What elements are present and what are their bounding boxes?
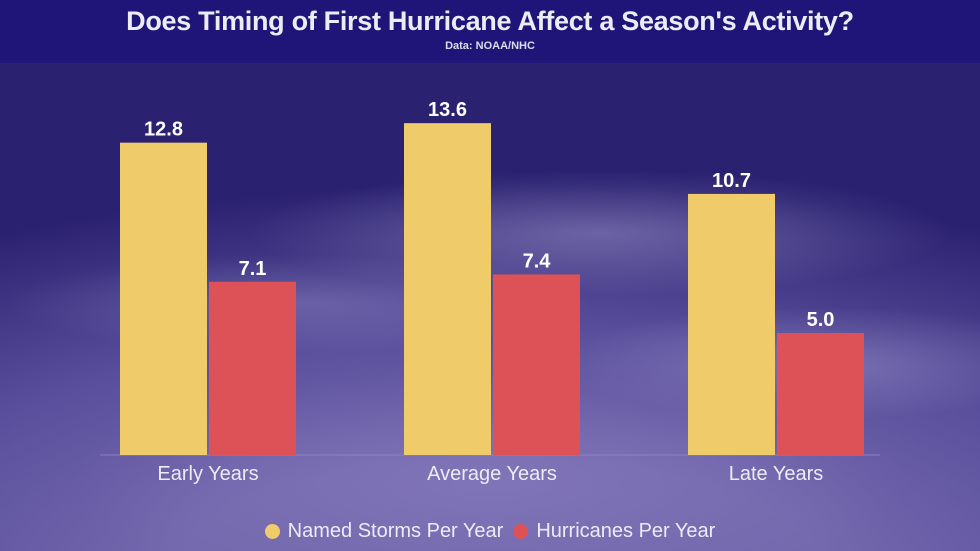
chart-header	[0, 0, 980, 63]
value-label-named-storms-per-year-late-years: 10.7	[712, 170, 751, 192]
legend-label-named-storms: Named Storms Per Year	[287, 520, 504, 542]
value-label-named-storms-per-year-average-years: 13.6	[428, 99, 467, 121]
legend-item-named-storms: Named Storms Per Year	[264, 520, 504, 543]
value-label-hurricanes-per-year-average-years: 7.4	[523, 250, 552, 272]
legend-item-hurricanes: Hurricanes Per Year	[513, 520, 715, 543]
bar-named-storms-per-year-average-years	[404, 123, 491, 455]
legend-label-hurricanes: Hurricanes Per Year	[536, 520, 716, 542]
category-label-average-years: Average Years	[427, 463, 557, 485]
chart-title: Does Timing of First Hurricane Affect a …	[126, 6, 854, 36]
bar-hurricanes-per-year-late-years	[777, 333, 864, 455]
value-label-named-storms-per-year-early-years: 12.8	[144, 119, 183, 141]
bar-named-storms-per-year-late-years	[688, 193, 775, 456]
chart-subtitle: Data: NOAA/NHC	[445, 40, 535, 52]
legend-dot-hurricanes	[513, 524, 529, 539]
legend-dot-named-storms	[264, 524, 280, 539]
bar-named-storms-per-year-early-years	[120, 142, 207, 455]
bar-hurricanes-per-year-early-years	[209, 281, 296, 455]
legend: Named Storms Per Year Hurricanes Per Yea…	[0, 520, 980, 543]
category-label-late-years: Late Years	[729, 463, 824, 485]
value-label-hurricanes-per-year-early-years: 7.1	[239, 258, 267, 280]
bar-hurricanes-per-year-average-years	[493, 274, 580, 455]
value-label-hurricanes-per-year-late-years: 5.0	[807, 309, 835, 331]
category-label-early-years: Early Years	[157, 463, 258, 485]
